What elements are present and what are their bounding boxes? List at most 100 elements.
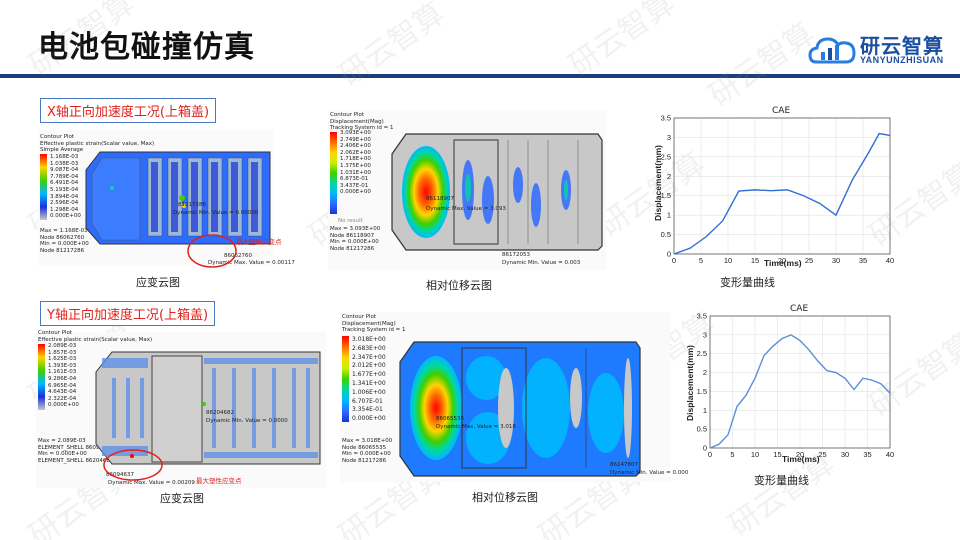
y-tick-label: 1.5 bbox=[661, 191, 671, 200]
x-tick-label: 25 bbox=[805, 256, 813, 265]
x-tick-label: 20 bbox=[778, 256, 786, 265]
y-tick-label: 3 bbox=[667, 133, 671, 142]
node-label-2: 86062760 bbox=[224, 253, 252, 259]
x-tick-label: 10 bbox=[724, 256, 732, 265]
legend-color-bar bbox=[38, 344, 45, 410]
legend-values: 1.168E-03 1.038E-03 9.087E-04 7.789E-04 … bbox=[50, 154, 81, 220]
footer-line: Node 86065535 bbox=[342, 444, 387, 451]
legend-values: 3.018E+00 2.683E+00 2.347E+00 2.012E+00 … bbox=[352, 336, 386, 424]
series-line bbox=[709, 334, 891, 449]
y-tick-label: 1 bbox=[667, 211, 671, 220]
plot-header-line: Displacement(Mag) bbox=[330, 118, 384, 125]
legend-value: 2.406E+00 bbox=[340, 143, 371, 150]
min-node-label: 86147807 bbox=[610, 462, 638, 468]
max-node-label: 86065535 bbox=[436, 416, 464, 422]
x-tick-label: 15 bbox=[751, 256, 759, 265]
plot-header-line: Effective plastic strain(Scalar value, M… bbox=[40, 140, 155, 147]
legend-value: 1.718E+00 bbox=[340, 156, 371, 163]
y-tick-label: 2.5 bbox=[697, 349, 707, 358]
legend-value: 1.393E-03 bbox=[48, 362, 77, 369]
footer-line: Max = 3.018E+00 bbox=[342, 438, 393, 444]
node-label: 86204682 bbox=[206, 410, 234, 416]
plot-header-line: Contour Plot bbox=[342, 314, 377, 320]
y-tick-label: 0 bbox=[703, 444, 707, 453]
legend-value: 2.012E+00 bbox=[352, 362, 386, 370]
legend-value: 2.749E+00 bbox=[340, 136, 371, 143]
plot-header-line: Simple Average bbox=[40, 147, 84, 154]
max-value-label: Dynamic Max. Value = 0.00117 bbox=[208, 260, 295, 266]
plot-footer: Max = 3.093E+00 Node 86118907 Min = 0.00… bbox=[330, 226, 380, 252]
legend-value: 2.347E+00 bbox=[352, 353, 386, 361]
legend-color-bar bbox=[342, 336, 349, 422]
x-axis-label: Time(ms) bbox=[764, 258, 802, 268]
legend-value: 1.341E+00 bbox=[352, 379, 386, 387]
footer-line: Max = 3.093E+00 bbox=[330, 226, 381, 232]
legend-value: 2.683E+00 bbox=[352, 344, 386, 352]
y-tick-label: 3 bbox=[703, 330, 707, 339]
plot-footer: Max = 1.168E-03 Node 86062760 Min = 0.00… bbox=[40, 228, 89, 254]
plot-header-line: Contour Plot bbox=[40, 134, 75, 140]
cloud-logo-icon bbox=[808, 37, 856, 64]
legend-value: 1.168E-03 bbox=[50, 154, 79, 160]
legend-value: 2.089E-03 bbox=[48, 343, 77, 349]
y-tick-label: 3.5 bbox=[697, 312, 707, 321]
legend-value: 2.062E+00 bbox=[340, 149, 371, 156]
legend-value: 1.161E-03 bbox=[48, 369, 77, 376]
legend-value: 3.018E+00 bbox=[352, 336, 386, 343]
x-tick-label: 40 bbox=[886, 256, 894, 265]
chart-title: CAE bbox=[772, 106, 791, 116]
y-axis-label: Displacement(mm) bbox=[685, 344, 695, 422]
legend-value: 1.038E-03 bbox=[50, 160, 79, 167]
footer-line: ELEMENT_SHELL 86204682 bbox=[38, 457, 114, 464]
x-tick-label: 30 bbox=[832, 256, 840, 265]
x-displacement-chart: CAE 0 5 10 15 20 25 30 35 40 0 0.5 1 1.5 2 2.5 3 3.5 Dis… bbox=[644, 102, 900, 270]
footer-line: Node 86118907 bbox=[330, 232, 375, 239]
legend-value: 1.031E+00 bbox=[340, 169, 371, 176]
legend-value: 3.437E-01 bbox=[340, 182, 369, 189]
legend-values: 2.089E-03 1.857E-03 1.625E-03 1.393E-03 … bbox=[48, 343, 79, 409]
x-axis-label: Time(ms) bbox=[782, 454, 820, 464]
min-value-label: Dynamic Min. Value = 0.003 bbox=[502, 260, 581, 266]
y-tick-label: 3.5 bbox=[661, 114, 671, 123]
plot-frame bbox=[673, 117, 891, 255]
max-value-label: Dynamic Max. Value = 3.093 bbox=[426, 206, 506, 212]
legend-value: 0.000E+00 bbox=[340, 189, 371, 196]
footer-line: Node 86062760 bbox=[40, 234, 85, 241]
y-tick-label: 1 bbox=[703, 406, 707, 415]
footer-line: Min = 0.000E+00 bbox=[342, 451, 391, 458]
footer-line: ELEMENT_SHELL 86094637 bbox=[38, 444, 114, 451]
max-node-label: 86118907 bbox=[426, 196, 454, 202]
header-divider bbox=[0, 74, 960, 78]
x-tick-label: 30 bbox=[841, 450, 849, 459]
legend-color-bar bbox=[40, 154, 47, 220]
footer-line: Node 81217286 bbox=[40, 247, 85, 254]
logo-cn-text: 研云智算 bbox=[860, 34, 944, 58]
y-tick-label: 2.5 bbox=[661, 152, 671, 161]
logo-en-text: YANYUNZHISUAN bbox=[860, 55, 944, 65]
x-tick-label: 25 bbox=[818, 450, 826, 459]
y-tick-label: 0.5 bbox=[697, 425, 707, 434]
legend-value: 2.596E-04 bbox=[50, 200, 79, 207]
section-label-x: X轴正向加速度工况(上箱盖) bbox=[40, 98, 217, 123]
legend-value: 6.873E-01 bbox=[340, 176, 369, 183]
battery-strain-contour bbox=[95, 351, 321, 465]
max-strain-circle bbox=[103, 449, 163, 481]
plot-header: Contour Plot Effective plastic strain(Sc… bbox=[38, 330, 152, 343]
chart-title: CAE bbox=[790, 304, 809, 314]
x-tick-label: 40 bbox=[886, 450, 894, 459]
footer-line: Min = 0.000E+00 bbox=[40, 241, 89, 248]
battery-displacement-contour bbox=[391, 133, 603, 251]
legend-value: 1.625E-03 bbox=[48, 356, 77, 363]
max-strain-note: 最大塑性应变点 bbox=[236, 238, 282, 246]
x-displacement-plot: Contour Plot Displacement(Mag) Tracking … bbox=[328, 110, 606, 270]
legend-value: 9.286E-04 bbox=[48, 375, 77, 382]
y-axis-label: Displacement(mm) bbox=[653, 144, 663, 222]
plot-header-line: Contour Plot bbox=[38, 330, 73, 336]
x-tick-label: 0 bbox=[672, 256, 676, 265]
x-displacement-caption: 相对位移云图 bbox=[426, 279, 492, 292]
y-tick-label: 1.5 bbox=[697, 387, 707, 396]
footer-line: Node 81217286 bbox=[330, 245, 375, 252]
footer-line: Min = 0.000E+00 bbox=[38, 451, 87, 458]
node-label: 81217286 bbox=[178, 202, 206, 208]
legend-value: 2.322E-04 bbox=[48, 395, 77, 402]
